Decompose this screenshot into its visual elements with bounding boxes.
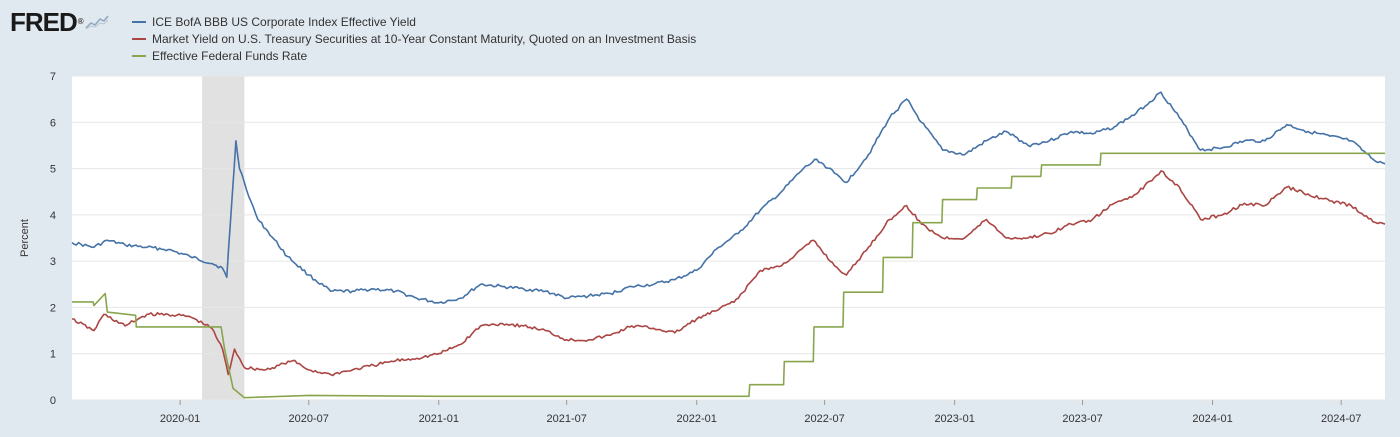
legend-entry[interactable]: Effective Federal Funds Rate (132, 47, 696, 64)
legend-swatch (132, 20, 146, 23)
x-tick-label: 2020-07 (289, 413, 329, 425)
x-tick-label: 2021-07 (546, 413, 586, 425)
legend-swatch (132, 37, 146, 40)
plot-area (72, 76, 1385, 400)
x-tick-label: 2020-01 (160, 413, 200, 425)
y-tick-label: 3 (50, 256, 56, 268)
y-tick-label: 2 (50, 302, 56, 314)
legend-label: ICE BofA BBB US Corporate Index Effectiv… (152, 14, 416, 29)
y-tick-label: 4 (50, 210, 56, 222)
series-line[interactable] (72, 152, 1385, 399)
x-tick-label: 2022-01 (677, 413, 717, 425)
y-tick-label: 1 (50, 349, 56, 361)
x-tick-label: 2023-01 (934, 413, 974, 425)
fred-logo-text: FRED® (10, 7, 84, 37)
recession-band (202, 76, 245, 400)
legend-label: Effective Federal Funds Rate (152, 48, 308, 63)
series-line[interactable] (72, 170, 1386, 377)
y-tick-label: 6 (50, 117, 56, 129)
x-tick-label: 2024-01 (1192, 413, 1232, 425)
legend-entry[interactable]: ICE BofA BBB US Corporate Index Effectiv… (132, 13, 696, 30)
fred-logo[interactable]: FRED® (10, 8, 109, 36)
x-tick-label: 2022-07 (804, 413, 844, 425)
y-tick-label: 0 (50, 395, 56, 407)
series-line[interactable] (71, 91, 1386, 304)
x-tick-label: 2021-01 (419, 413, 459, 425)
legend-entry[interactable]: Market Yield on U.S. Treasury Securities… (132, 30, 696, 47)
legend-swatch (132, 54, 146, 57)
y-tick-label: 5 (50, 164, 56, 176)
x-tick-label: 2023-07 (1062, 413, 1102, 425)
y-axis-title: Percent (19, 219, 31, 257)
legend-label: Market Yield on U.S. Treasury Securities… (152, 31, 697, 46)
line-chart-icon (84, 14, 109, 30)
x-tick-label: 2024-07 (1321, 413, 1361, 425)
chart-legend: ICE BofA BBB US Corporate Index Effectiv… (132, 13, 696, 64)
y-tick-label: 7 (50, 71, 56, 83)
